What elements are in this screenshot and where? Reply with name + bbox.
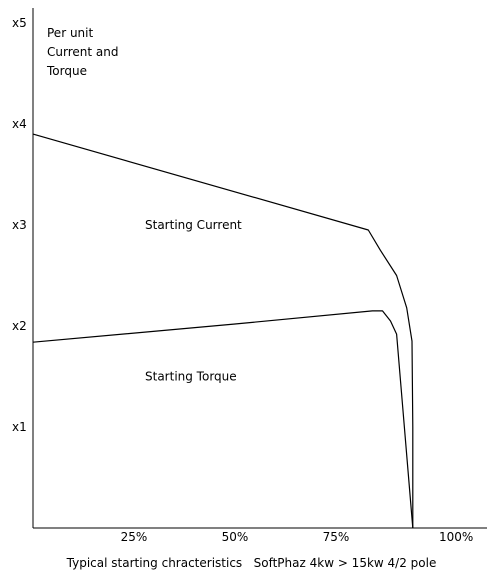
- y-tick-label: x1: [12, 420, 27, 434]
- y-tick-label: x3: [12, 218, 27, 232]
- x-tick-label: 25%: [121, 530, 148, 544]
- y-axis-label-line: Current and: [47, 45, 118, 59]
- y-axis-label-line: Per unit: [47, 26, 93, 40]
- y-axis-label: Per unit Current and Torque: [46, 26, 118, 78]
- x-tick-label: 100%: [439, 530, 473, 544]
- series-annotation: Starting Torque: [145, 370, 237, 384]
- series-line-starting-torque: [32, 310, 414, 529]
- series-annotation: Starting Current: [145, 218, 242, 232]
- series-line-starting-current: [32, 133, 414, 528]
- y-tick-label: x4: [12, 117, 27, 131]
- y-tick-label: x5: [12, 16, 27, 30]
- x-tick-label: 50%: [222, 530, 249, 544]
- x-tick-label: 75%: [323, 530, 350, 544]
- chart-caption: Typical starting chracteristics SoftPhaz…: [66, 556, 437, 570]
- y-tick-label: x2: [12, 319, 27, 333]
- y-axis-label-line: Torque: [46, 64, 87, 78]
